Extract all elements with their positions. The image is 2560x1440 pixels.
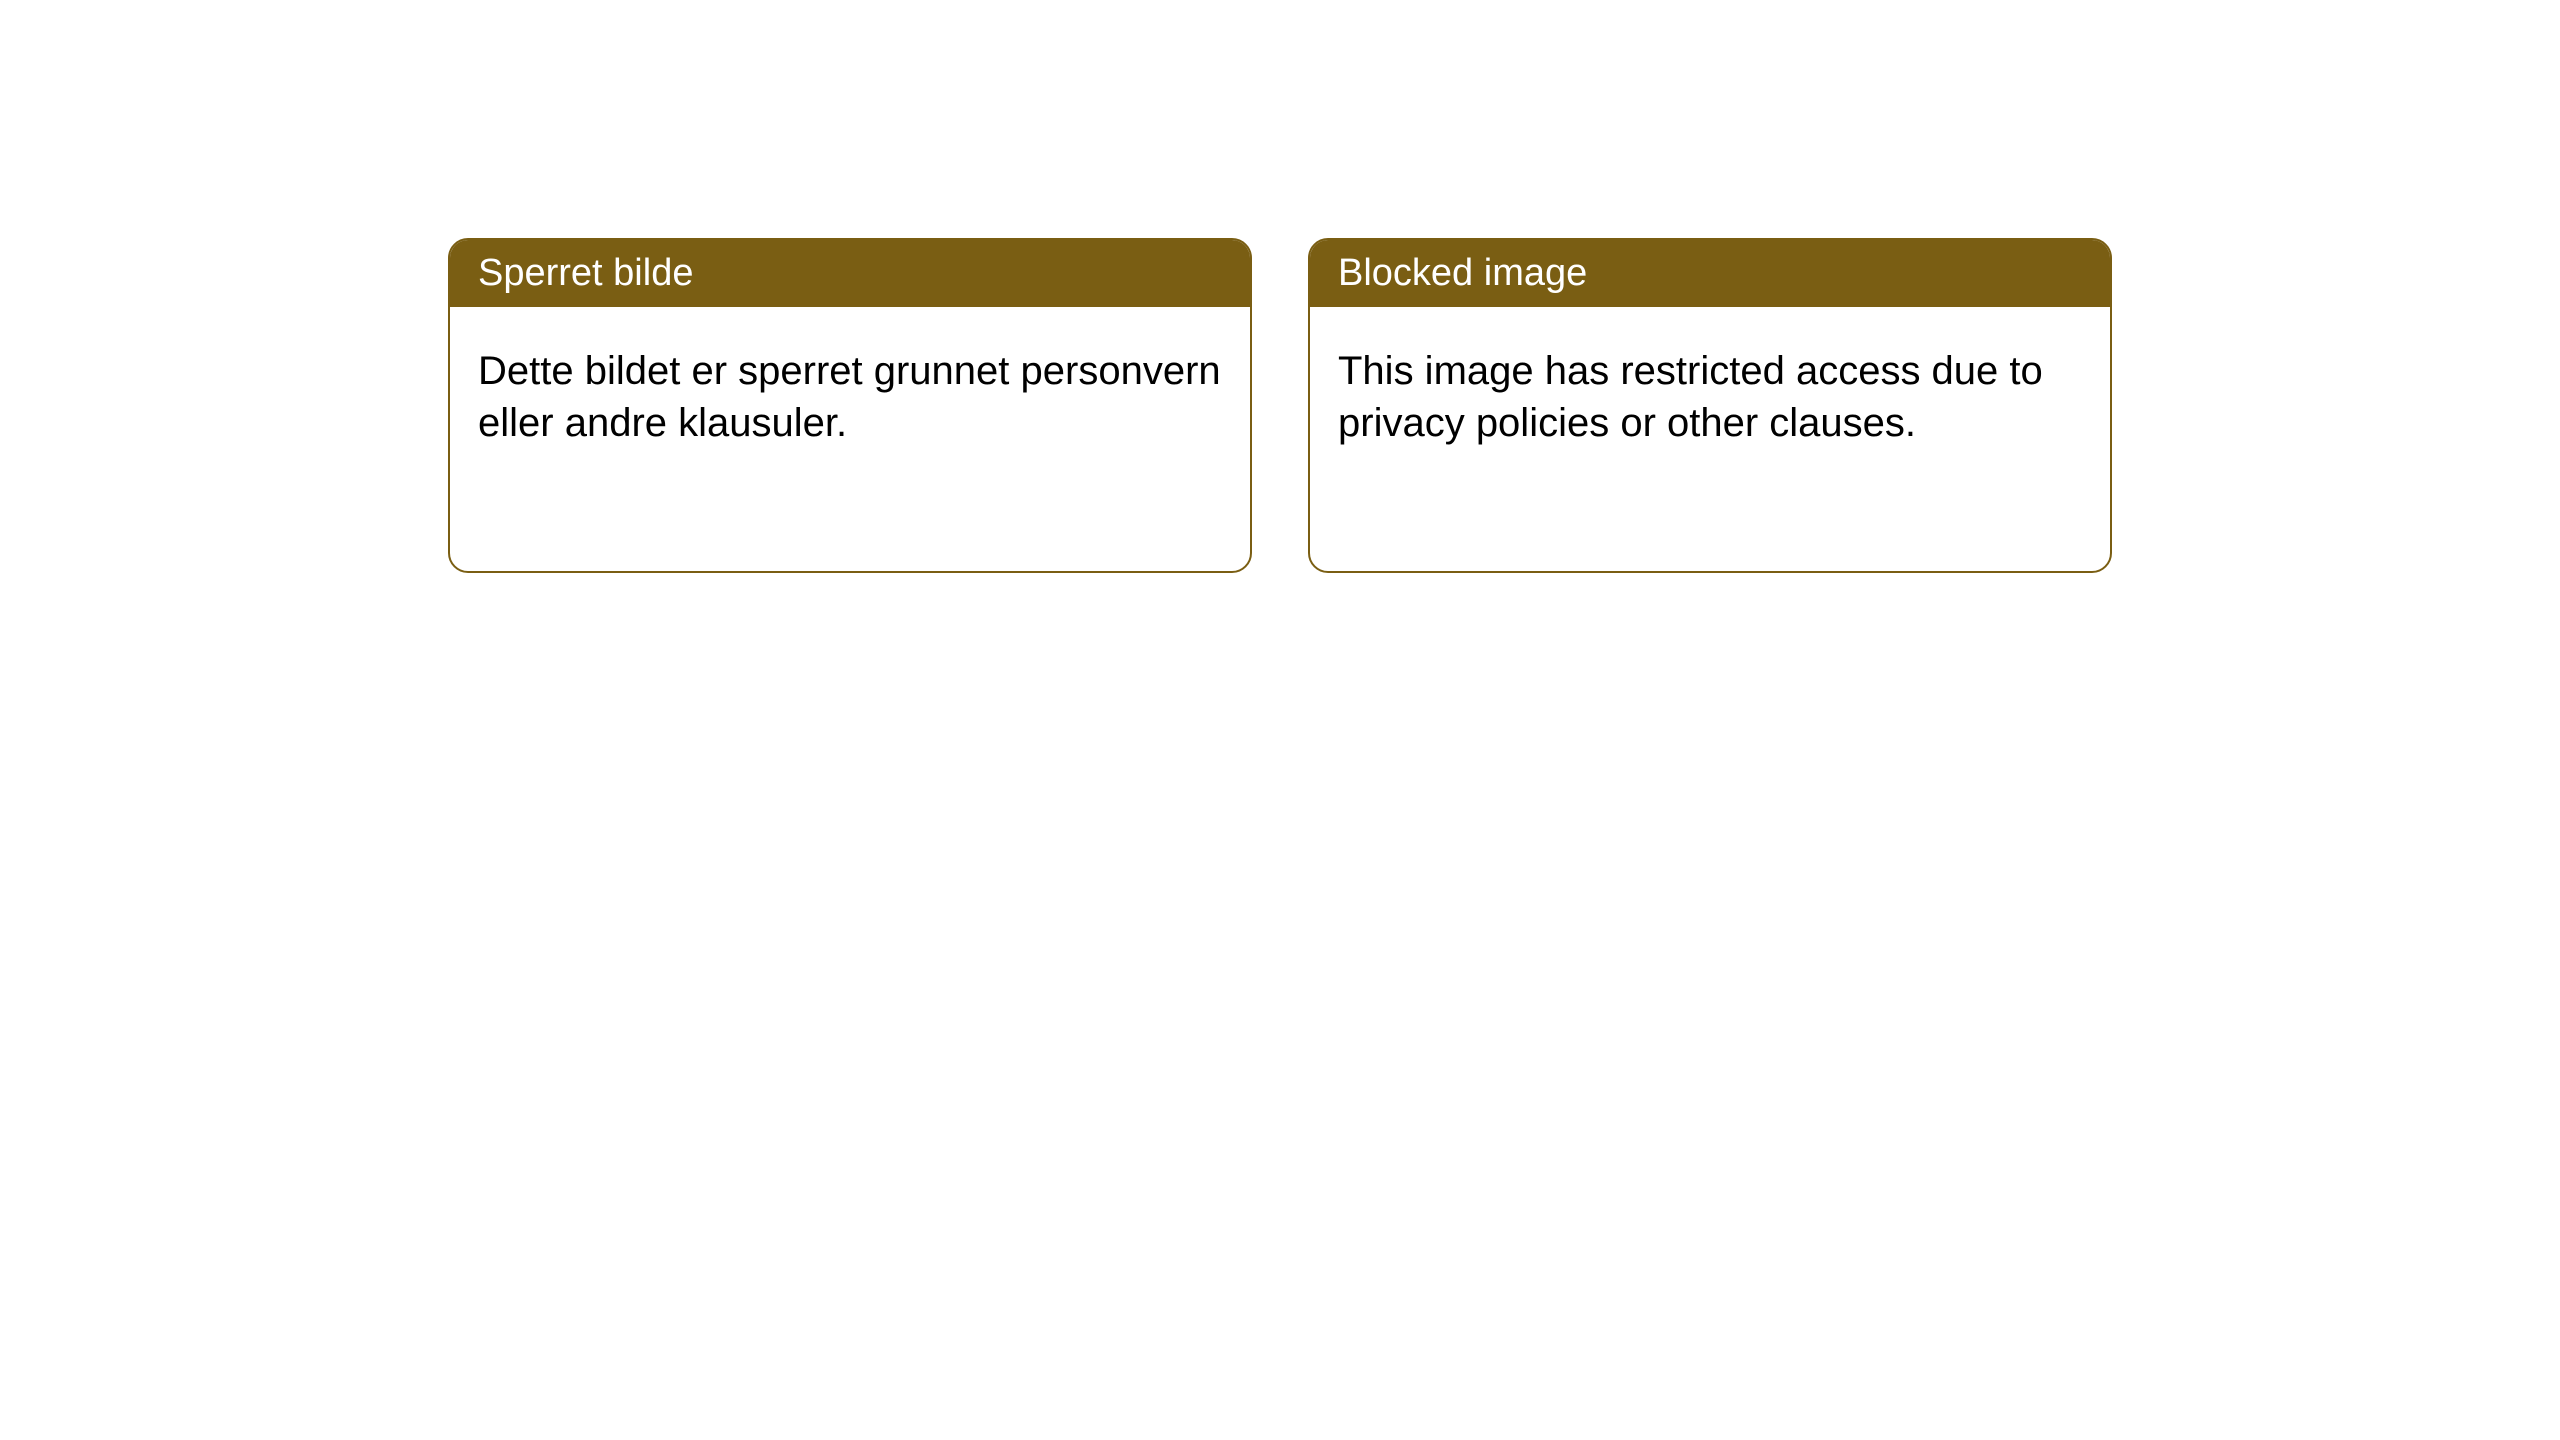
notice-body-norwegian: Dette bildet er sperret grunnet personve… xyxy=(450,307,1250,487)
notices-container: Sperret bilde Dette bildet er sperret gr… xyxy=(0,0,2560,573)
notice-box-norwegian: Sperret bilde Dette bildet er sperret gr… xyxy=(448,238,1252,573)
notice-header-norwegian: Sperret bilde xyxy=(450,240,1250,307)
notice-header-english: Blocked image xyxy=(1310,240,2110,307)
notice-body-english: This image has restricted access due to … xyxy=(1310,307,2110,487)
notice-box-english: Blocked image This image has restricted … xyxy=(1308,238,2112,573)
